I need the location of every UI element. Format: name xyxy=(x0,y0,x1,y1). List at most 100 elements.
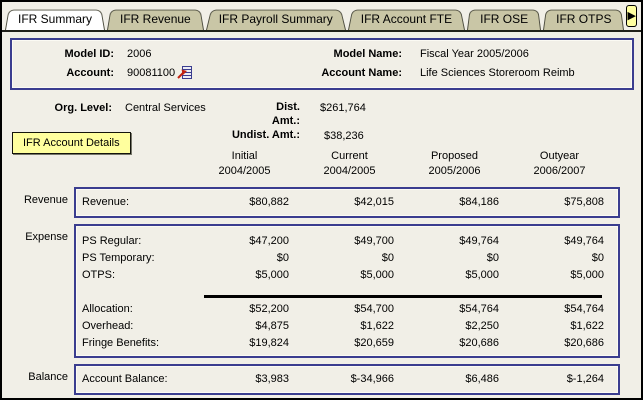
cell-value: $4,875 xyxy=(255,320,289,332)
table-row-account-balance-: Account Balance: $3,983 $-34,966 $6,486 $-1,… xyxy=(76,370,618,388)
column-header-outyear: Outyear 2006/2007 xyxy=(507,149,612,179)
record-header-box: Model ID: 2006 Model Name: Fiscal Year 2… xyxy=(10,38,634,90)
row-label: PS Regular: xyxy=(82,235,142,247)
model-name-label: Model Name: xyxy=(333,48,402,60)
dist-amt-value: $261,764 xyxy=(320,102,366,114)
cell-value: $54,764 xyxy=(459,303,499,315)
table-row-fringe-benefits-: Fringe Benefits: $19,824 $20,659 $20,686 $20… xyxy=(76,335,618,352)
cell-value: $75,808 xyxy=(564,196,604,208)
dist-amt-label-line2: Amt.: xyxy=(271,115,300,127)
account-label: Account: xyxy=(66,66,114,79)
row-label: Allocation: xyxy=(82,303,133,315)
tab-ifr-revenue[interactable]: IFR Revenue xyxy=(107,8,204,30)
tab-label: IFR OSE xyxy=(480,12,529,26)
cell-value: $52,200 xyxy=(249,303,289,315)
account-name-value: Life Sciences Storeroom Reimb xyxy=(420,66,575,79)
financial-sections: Revenue Revenue: $80,882 $42,015 $84,186 $75,… xyxy=(2,187,641,395)
table-row-overhead-: Overhead: $4,875 $1,622 $2,250 $1,622 xyxy=(76,318,618,335)
cell-value: $1,622 xyxy=(570,320,604,332)
column-header-initial: Initial 2004/2005 xyxy=(192,149,297,179)
tab-ifr-ose[interactable]: IFR OSE xyxy=(467,8,541,30)
account-name-label: Account Name: xyxy=(321,66,402,79)
dist-amt-label: Dist. Amt.: xyxy=(2,100,300,128)
column-header-line1: Initial xyxy=(231,150,258,162)
row-label: OTPS: xyxy=(82,269,116,281)
tab-scroll-right-button[interactable]: ▶ xyxy=(626,5,637,27)
cell-value: $49,700 xyxy=(354,235,394,247)
cell-value: $0 xyxy=(381,252,394,264)
cell-value: $49,764 xyxy=(564,235,604,247)
column-header-line1: Current xyxy=(331,150,368,162)
table-row-ps-temporary-: PS Temporary: $0 $0 $0 $0 xyxy=(76,250,618,267)
cell-value: $5,000 xyxy=(360,269,394,281)
dist-amt-label-line1: Dist. xyxy=(276,101,300,113)
section-label-revenue: Revenue xyxy=(23,194,68,206)
column-header-proposed: Proposed 2005/2006 xyxy=(402,149,507,179)
cell-value: $0 xyxy=(591,252,604,264)
column-header-line1: Outyear xyxy=(539,150,580,162)
tab-ifr-otps[interactable]: IFR OTPS xyxy=(543,8,624,30)
cell-value: $47,200 xyxy=(249,235,289,247)
column-headers: Initial 2004/2005 Current 2004/2005 Proposed… xyxy=(192,149,641,179)
tab-ifr-payroll-summary[interactable]: IFR Payroll Summary xyxy=(206,8,346,30)
tab-label: IFR OTPS xyxy=(556,12,612,26)
section-balance: Balance Account Balance: $3,983 $-34,966 $6,… xyxy=(2,364,641,395)
cell-value: $1,622 xyxy=(360,320,394,332)
cell-value: $19,824 xyxy=(249,337,289,349)
tab-bar: IFR Summary IFR Revenue IFR Payroll Summar… xyxy=(2,2,641,32)
section-box-revenue: Revenue: $80,882 $42,015 $84,186 $75,808 xyxy=(74,187,620,218)
cell-value: $42,015 xyxy=(354,196,394,208)
table-row-revenue-: Revenue: $80,882 $42,015 $84,186 $75,808 xyxy=(76,193,618,211)
model-id-value: 2006 xyxy=(127,48,152,60)
row-label: PS Temporary: xyxy=(82,252,155,264)
cell-value: $20,686 xyxy=(564,337,604,349)
tab-label: IFR Payroll Summary xyxy=(218,12,333,26)
cell-value: $54,700 xyxy=(354,303,394,315)
cell-value: $5,000 xyxy=(570,269,604,281)
summary-area: Org. Level: Central Services Dist. Amt.:… xyxy=(2,99,641,154)
table-row-ps-regular-: PS Regular: $47,200 $49,700 $49,764 $49,764 xyxy=(76,233,618,250)
table-row-otps-: OTPS: $5,000 $5,000 $5,000 $5,000 xyxy=(76,267,618,284)
cell-value: $5,000 xyxy=(465,269,499,281)
row-label: Fringe Benefits: xyxy=(82,337,160,349)
cell-value: $-1,264 xyxy=(566,373,604,385)
account-value: 90081100 xyxy=(114,66,286,79)
undist-amt-label: Undist. Amt.: xyxy=(231,129,300,141)
cell-value: $0 xyxy=(276,252,289,264)
column-header-line2: 2004/2005 xyxy=(218,165,271,177)
column-header-line2: 2005/2006 xyxy=(428,165,481,177)
section-revenue: Revenue Revenue: $80,882 $42,015 $84,186 $75,… xyxy=(2,187,641,218)
cell-value: $54,764 xyxy=(564,303,604,315)
tab-ifr-account-fte[interactable]: IFR Account FTE xyxy=(348,8,465,30)
account-number: 90081100 xyxy=(127,66,176,79)
right-arrow-icon: ▶ xyxy=(627,9,636,22)
cell-value: $20,659 xyxy=(354,337,394,349)
tab-strip: IFR Summary IFR Revenue IFR Payroll Summar… xyxy=(5,8,626,30)
ifr-account-details-button[interactable]: IFR Account Details xyxy=(12,132,131,154)
cell-value: $0 xyxy=(486,252,499,264)
model-id-label: Model ID: xyxy=(64,48,115,60)
column-header-line2: 2004/2005 xyxy=(323,165,376,177)
cell-value: $84,186 xyxy=(459,196,499,208)
row-label: Overhead: xyxy=(82,320,134,332)
cell-value: $49,764 xyxy=(459,235,499,247)
column-header-line2: 2006/2007 xyxy=(533,165,586,177)
cell-value: $6,486 xyxy=(465,373,499,385)
tab-label: IFR Summary xyxy=(18,12,93,26)
section-expense: Expense PS Regular: $47,200 $49,700 $49,764 $… xyxy=(2,224,641,358)
tab-ifr-summary[interactable]: IFR Summary xyxy=(5,8,105,30)
cell-value: $-34,966 xyxy=(350,373,394,385)
undist-amt-value: $38,236 xyxy=(324,130,364,142)
cell-value: $80,882 xyxy=(249,196,289,208)
model-name-value: Fiscal Year 2005/2006 xyxy=(420,48,529,60)
row-label: Account Balance: xyxy=(82,373,168,385)
section-box-expense: PS Regular: $47,200 $49,700 $49,764 $49,764 P… xyxy=(74,224,620,358)
tab-label: IFR Revenue xyxy=(120,12,191,26)
transfer-icon[interactable] xyxy=(177,66,193,79)
cell-value: $2,250 xyxy=(465,320,499,332)
section-label-expense: Expense xyxy=(25,231,68,243)
row-label: Revenue: xyxy=(82,196,130,208)
tab-label: IFR Account FTE xyxy=(360,12,453,26)
section-box-balance: Account Balance: $3,983 $-34,966 $6,486 $-1,… xyxy=(74,364,620,395)
